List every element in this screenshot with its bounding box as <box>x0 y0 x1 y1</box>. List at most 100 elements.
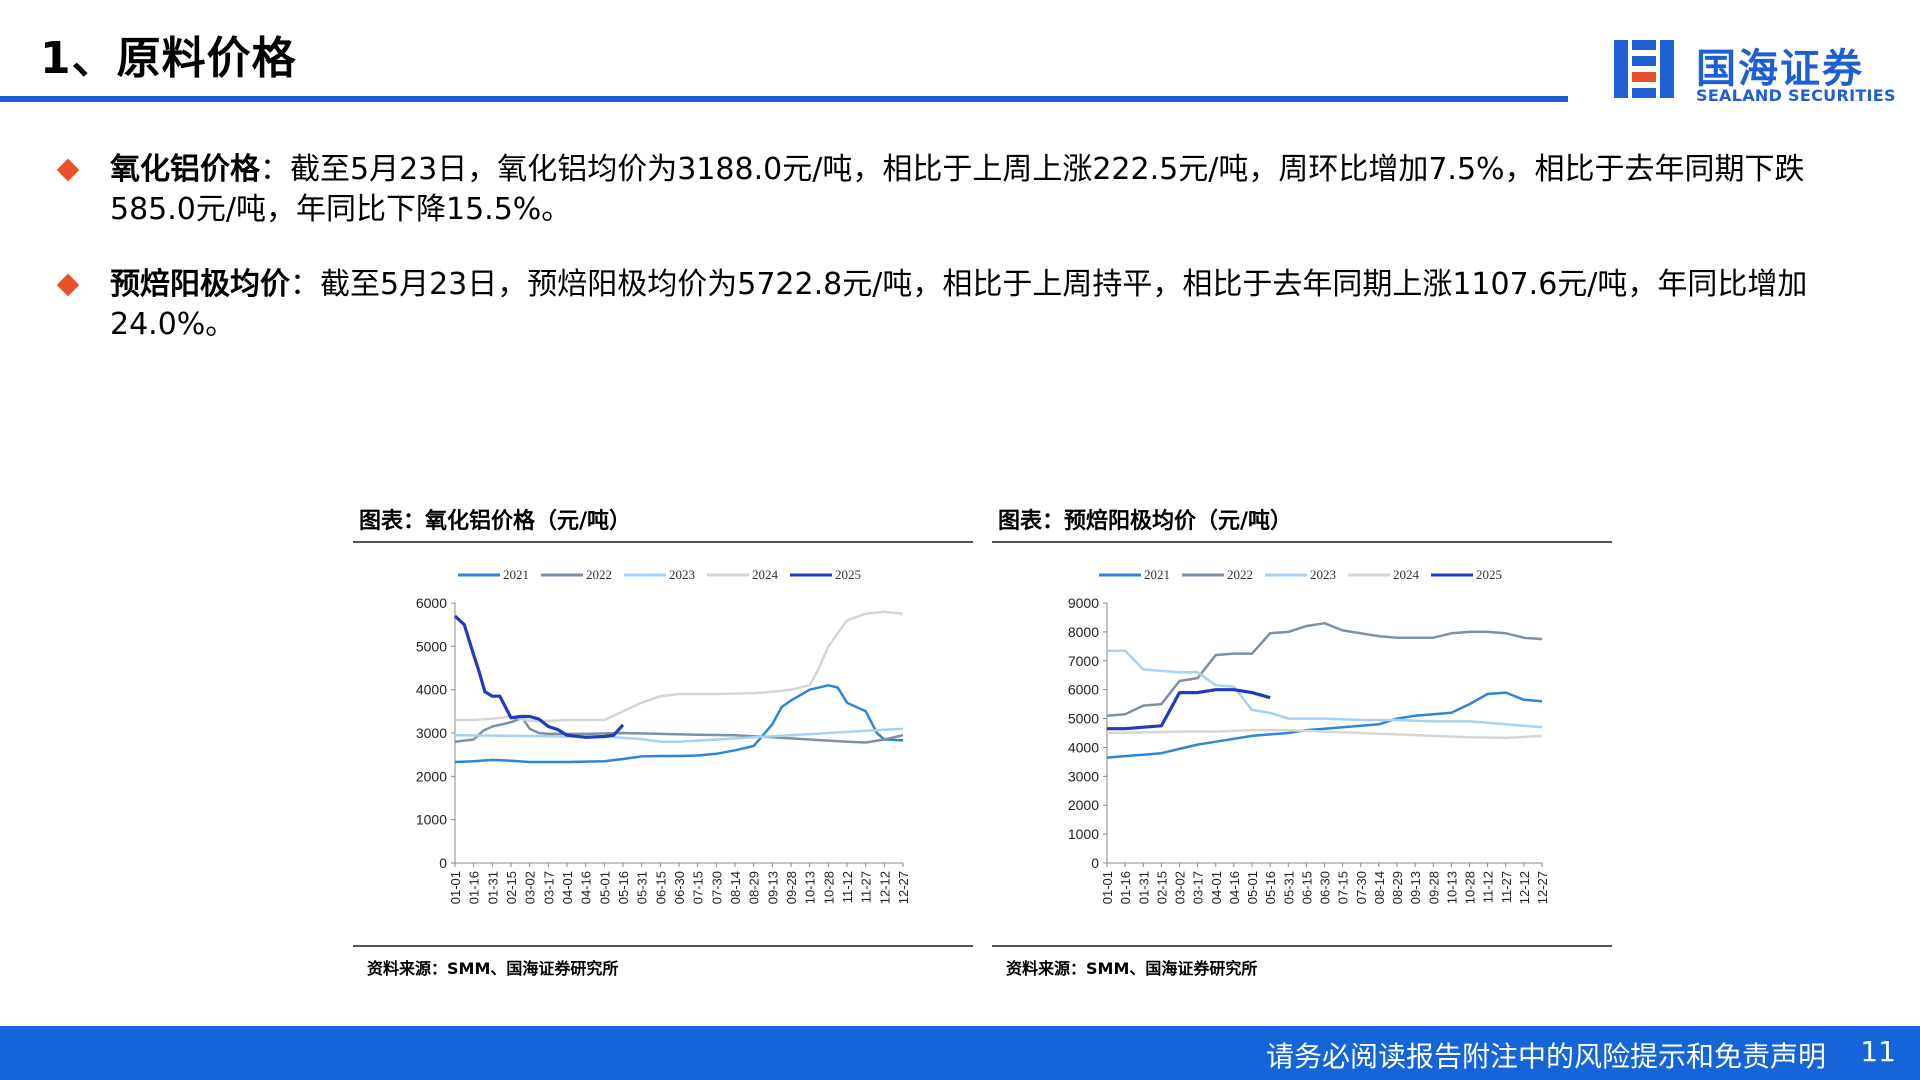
x-tick-label: 05-01 <box>1245 871 1260 904</box>
series-2023-line <box>454 727 904 743</box>
series-2024-line <box>455 610 904 723</box>
x-tick-label: 11-27 <box>859 871 874 903</box>
legend-label: 2021 <box>1144 567 1170 582</box>
legend-label: 2021 <box>503 567 529 582</box>
title-underline <box>0 96 1568 102</box>
x-tick-label: 02-15 <box>504 871 519 904</box>
x-tick-label: 01-31 <box>485 871 500 904</box>
y-tick-label: 1000 <box>1068 826 1099 842</box>
chart-bottom-rule <box>353 945 973 947</box>
chart-title: 图表：氧化铝价格（元/吨） <box>359 509 632 534</box>
series-2025-line <box>453 614 625 739</box>
anode-price-chart: 图表：预焙阳极均价（元/吨） 2021 2022 2023 2024 2025 0 1000… <box>992 495 1612 985</box>
legend-label: 2024 <box>752 567 779 582</box>
x-tick-label: 07-15 <box>691 871 706 904</box>
x-tick-label: 11-12 <box>840 871 855 903</box>
y-tick-label: 5000 <box>416 638 447 654</box>
slide-title: 1、原料价格 <box>40 33 297 84</box>
chart-top-rule <box>992 541 1612 543</box>
x-tick-label: 05-31 <box>635 871 650 904</box>
y-tick-label: 0 <box>1091 855 1099 871</box>
sealand-logo-icon <box>1614 40 1674 98</box>
series-2024-line <box>1106 728 1543 740</box>
logo-english-name: SEALAND SECURITIES <box>1696 86 1896 105</box>
y-tick-label: 8000 <box>1068 624 1099 640</box>
y-tick-label: 3000 <box>1068 768 1099 784</box>
x-tick-label: 05-16 <box>1263 871 1278 904</box>
x-tick-label: 10-13 <box>1444 871 1459 904</box>
bullet-alumina-price: 氧化铝价格：截至5月23日，氧化铝均价为3188.0元/吨，相比于上周上涨222… <box>56 150 1850 230</box>
x-tick-label: 05-01 <box>597 871 612 904</box>
x-tick-label: 08-29 <box>747 871 762 904</box>
bullet-body: ：截至5月23日，氧化铝均价为3188.0元/吨，相比于上周上涨222.5元/吨… <box>110 152 1805 227</box>
y-tick-label: 4000 <box>1068 739 1099 755</box>
logo-chinese-name: 国海证券 <box>1696 46 1864 92</box>
series-2022-line <box>454 716 904 744</box>
x-tick-label: 06-30 <box>1318 871 1333 904</box>
y-tick-label: 3000 <box>416 725 447 741</box>
bullet-text: 预焙阳极均价：截至5月23日，预焙阳极均价为5722.8元/吨，相比于上周持平，… <box>110 265 1850 345</box>
bullet-label: 预焙阳极均价 <box>110 267 290 302</box>
legend-label: 2024 <box>1393 567 1420 582</box>
chart-title: 图表：预焙阳极均价（元/吨） <box>998 509 1293 534</box>
series-2025-line <box>1107 688 1271 731</box>
x-tick-label: 08-14 <box>728 871 743 904</box>
x-tick-label: 09-13 <box>765 871 780 904</box>
series-2022-line <box>1106 621 1543 717</box>
bullet-body: ：截至5月23日，预焙阳极均价为5722.8元/吨，相比于上周持平，相比于去年同… <box>110 267 1808 342</box>
chart-bottom-rule <box>992 945 1612 947</box>
x-tick-label: 12-12 <box>877 871 892 904</box>
x-tick-label: 03-02 <box>523 871 538 904</box>
bullet-label: 氧化铝价格 <box>110 152 260 187</box>
y-tick-label: 7000 <box>1068 653 1099 669</box>
x-tick-label: 11-12 <box>1481 871 1496 903</box>
x-tick-label: 05-16 <box>616 871 631 904</box>
x-tick-label: 10-28 <box>821 871 836 904</box>
x-tick-label: 08-14 <box>1372 871 1387 904</box>
x-tick-label: 10-28 <box>1463 871 1478 904</box>
x-tick-label: 03-02 <box>1173 871 1188 904</box>
x-tick-label: 06-15 <box>1299 871 1314 904</box>
x-tick-label: 04-01 <box>1209 871 1224 904</box>
x-tick-label: 03-17 <box>541 871 556 904</box>
x-tick-label: 06-30 <box>672 871 687 904</box>
legend-label: 2022 <box>586 567 612 582</box>
x-tick-label: 04-16 <box>579 871 594 904</box>
x-tick-label: 12-12 <box>1517 871 1532 904</box>
x-tick-label: 07-30 <box>709 871 724 904</box>
company-logo: 国海证券 SEALAND SECURITIES <box>1612 34 1896 106</box>
y-tick-label: 9000 <box>1068 595 1099 611</box>
y-tick-label: 0 <box>439 855 447 871</box>
chart-source: 资料来源：SMM、国海证券研究所 <box>1006 959 1258 978</box>
bullet-diamond-icon <box>56 273 80 297</box>
legend-label: 2025 <box>1476 567 1502 582</box>
y-tick-label: 1000 <box>416 812 447 828</box>
x-tick-label: 05-31 <box>1281 871 1296 904</box>
x-tick-label: 11-27 <box>1499 871 1514 903</box>
chart-top-rule <box>353 541 973 543</box>
disclaimer-text: 请务必阅读报告附注中的风险提示和免责声明 <box>1265 1040 1826 1073</box>
y-tick-label: 6000 <box>1068 682 1099 698</box>
legend-label: 2022 <box>1227 567 1253 582</box>
y-tick-label: 2000 <box>1068 797 1099 813</box>
alumina-line-plot: 2021 2022 2023 2024 2025 0 1000 2000 3000 4000 500… <box>416 567 911 904</box>
x-tick-label: 01-01 <box>448 871 463 904</box>
x-tick-label: 06-15 <box>653 871 668 904</box>
x-tick-label: 09-28 <box>1426 871 1441 904</box>
series-2023-line <box>1107 649 1543 729</box>
series-2021-line <box>454 684 904 764</box>
legend-label: 2023 <box>669 567 695 582</box>
x-tick-label: 04-16 <box>1227 871 1242 904</box>
x-tick-label: 03-17 <box>1191 871 1206 904</box>
x-tick-label: 12-27 <box>1535 871 1550 904</box>
x-tick-label: 12-27 <box>896 871 911 904</box>
y-tick-label: 6000 <box>416 595 447 611</box>
x-tick-label: 01-16 <box>467 871 482 904</box>
x-tick-label: 02-15 <box>1154 871 1169 904</box>
x-tick-label: 07-15 <box>1336 871 1351 904</box>
x-tick-label: 01-31 <box>1136 871 1151 904</box>
bullet-text: 氧化铝价格：截至5月23日，氧化铝均价为3188.0元/吨，相比于上周上涨222… <box>110 150 1850 230</box>
x-tick-label: 01-16 <box>1118 871 1133 904</box>
chart-source: 资料来源：SMM、国海证券研究所 <box>367 959 619 978</box>
footer-bar: 请务必阅读报告附注中的风险提示和免责声明 11 <box>0 1026 1920 1080</box>
